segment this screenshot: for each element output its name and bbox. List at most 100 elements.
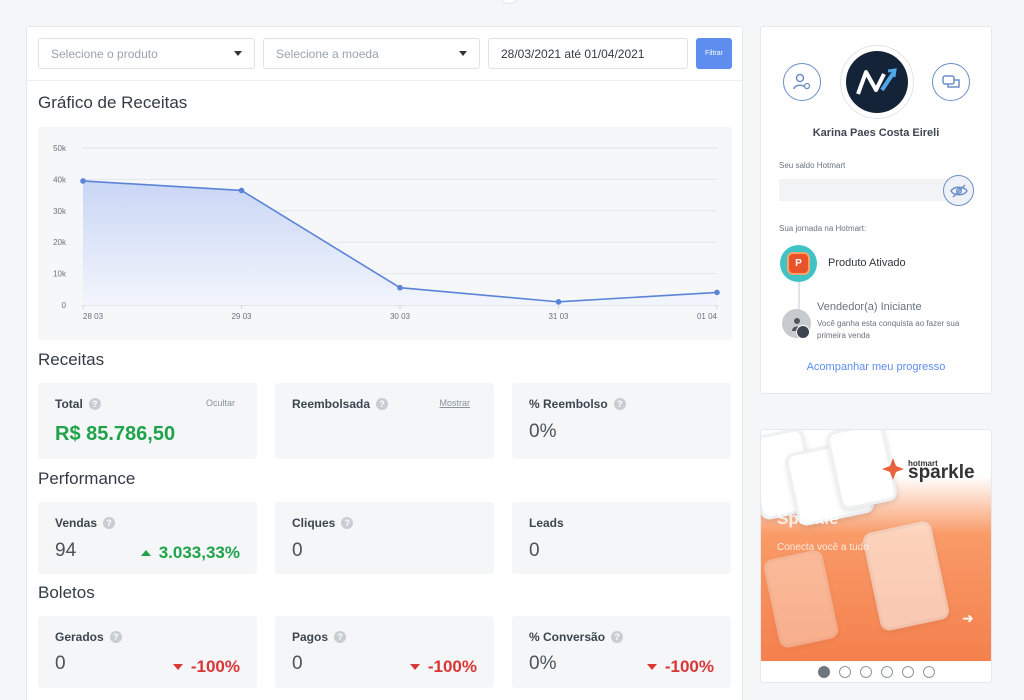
tile-total: Total ? Ocultar R$ 85.786,50 [38,383,257,459]
help-icon[interactable]: ? [88,398,101,410]
carousel-dot[interactable] [880,666,893,678]
chart-point[interactable] [555,299,562,305]
chart-x-tick-label: 29 03 [231,312,252,321]
currency-select[interactable]: Selecione a moeda [263,38,480,69]
tile-conversao: % Conversão ? 0% -100% [512,616,731,688]
balance-label: Seu saldo Hotmart [779,161,846,170]
chat-icon [942,75,960,88]
profile-card: Karina Paes Costa Eireli Seu saldo Hotma… [760,26,992,394]
tile-leads-value: 0 [529,540,540,561]
eye-off-icon [949,184,968,197]
arrow-down-icon [646,664,657,670]
help-icon[interactable]: ? [103,517,116,529]
caret-down-icon [234,51,242,56]
carousel-dot[interactable] [922,666,935,678]
chart-x-tick-label: 31 03 [548,312,569,321]
user-name: Karina Paes Costa Eireli [812,127,940,139]
date-range-value: 28/03/2021 até 01/04/2021 [501,46,645,61]
tile-reembolsada: Reembolsada ? Mostrar [275,383,494,459]
tile-total-label: Total [55,397,83,411]
arrow-down-icon [409,664,420,670]
progress-link[interactable]: Acompanhar meu progresso [806,361,946,373]
banner-brand-small: hotmart [908,459,938,468]
tile-pagos-delta: -100% [409,657,477,677]
promo-banner[interactable]: hotmart sparkle Sparkle Conecta você a t… [761,430,991,661]
banner-title: Sparkle [777,509,839,528]
chart-area-fill [83,180,717,305]
chart-y-tick-label: 20k [53,238,67,247]
tile-vendas: Vendas ? 94 3.033,33% [38,502,257,574]
help-icon[interactable]: ? [109,631,122,643]
tile-reembolsada-label: Reembolsada [292,397,371,411]
sparkle-icon [882,458,904,480]
caret-down-icon [459,51,467,56]
receitas-title: Receitas [38,350,105,369]
tile-reembolso-header: % Reembolso ? [529,397,626,411]
tile-reembolso-value: 0% [529,421,557,442]
help-icon[interactable]: ? [376,398,389,410]
avatar[interactable] [840,45,914,119]
journey-label: Sua jornada na Hotmart: [779,224,867,233]
chart-y-tick-label: 40k [53,175,67,184]
carousel-dot[interactable] [901,666,914,678]
chart-x-tick-label: 30 03 [390,312,411,321]
filter-bar: Selecione o produto Selecione a moeda 28… [27,27,742,81]
balance-value [779,179,949,201]
chart-point[interactable] [714,289,720,296]
journey-step-1: Produto Ativado [828,257,906,269]
user-settings-icon [793,73,811,90]
chat-button[interactable] [932,63,970,101]
tile-vendas-value: 94 [55,540,77,561]
filter-button[interactable]: Filtrar [696,38,732,69]
tile-pagos-label: Pagos [292,630,329,644]
revenue-chart: 0 10k 20k 30k 40k 50k 28 03 29 03 30 03 31 03 01 0… [38,127,732,340]
tile-gerados-label: Gerados [55,630,104,644]
tile-cliques: Cliques ? 0 [275,502,494,574]
tile-cliques-header: Cliques ? [292,516,354,530]
chart-x-tick-label: 28 03 [83,312,104,321]
currency-select-label: Selecione a moeda [276,46,379,61]
date-range-input[interactable]: 28/03/2021 até 01/04/2021 [488,38,688,69]
carousel-dot[interactable] [817,666,830,678]
help-icon[interactable]: ? [611,631,624,643]
tile-reembolsada-header: Reembolsada ? [292,397,389,411]
banner-brand-big: sparkle [908,462,975,483]
tile-cliques-label: Cliques [292,516,336,530]
hide-link[interactable]: Ocultar [205,398,235,408]
carousel-dots [761,666,991,678]
help-icon[interactable]: ? [334,631,347,643]
carousel-dot[interactable] [838,666,851,678]
arrow-right-icon[interactable]: ➜ [962,610,974,626]
tile-leads-header: Leads [529,516,564,530]
chart-y-tick-label: 30k [53,207,67,216]
promo-banner-card: hotmart sparkle Sparkle Conecta você a t… [760,429,992,683]
tile-conversao-value: 0% [529,653,557,674]
tile-vendas-header: Vendas ? [55,516,116,530]
tile-gerados-delta: -100% [172,657,240,677]
tile-total-value: R$ 85.786,50 [55,423,176,445]
show-link[interactable]: Mostrar [439,398,470,408]
chart-point[interactable] [397,284,403,291]
chart-y-tick-label: 10k [53,270,67,279]
tile-reembolso-label: % Reembolso [529,397,608,411]
product-activated-badge: P [780,245,817,282]
chart-point[interactable] [238,187,245,194]
tile-gerados: Gerados ? 0 -100% [38,616,257,688]
performance-title: Performance [38,469,136,488]
chart-point[interactable] [80,178,86,184]
lock-icon [796,325,810,339]
tile-conversao-delta: -100% [646,657,714,677]
carousel-dot[interactable] [859,666,872,678]
toggle-balance-button[interactable] [943,175,974,206]
product-select-label: Selecione o produto [51,46,158,61]
tile-reembolso-pct: % Reembolso ? 0% [512,383,731,459]
account-settings-button[interactable] [783,63,821,101]
tile-vendas-delta: 3.033,33% [140,543,240,563]
help-icon[interactable]: ? [613,398,626,410]
chart-title: Gráfico de Receitas [38,93,188,112]
avatar-logo [846,51,908,113]
tile-pagos-delta-value: -100% [427,657,477,676]
tile-conversao-delta-value: -100% [664,657,714,676]
product-select[interactable]: Selecione o produto [38,38,255,69]
help-icon[interactable]: ? [341,517,354,529]
